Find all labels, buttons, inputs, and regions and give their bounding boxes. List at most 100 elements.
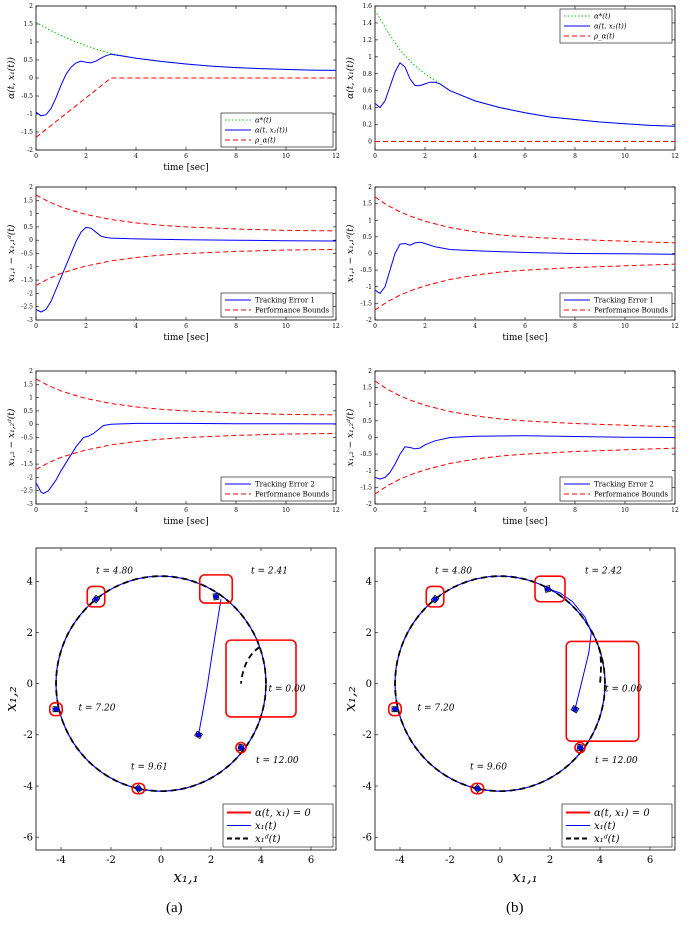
y-tick-label: 2: [368, 368, 372, 375]
legend-label-1: Performance Bounds: [255, 306, 329, 314]
y-tick-label: -3: [27, 317, 33, 324]
x-tick-label: 2: [84, 323, 88, 330]
x-tick-label: 12: [671, 323, 679, 330]
x-tick-label: 2: [84, 507, 88, 514]
level-set-box-3: [48, 702, 64, 717]
plot-area: [374, 547, 676, 851]
y-tick-label: -2: [27, 290, 33, 297]
x-tick-label: 4: [134, 323, 138, 330]
x-tick-label: 10: [282, 323, 290, 330]
y-tick-label: 4: [366, 577, 372, 588]
x-tick-label: 0: [158, 855, 164, 866]
robot-body-2: [91, 594, 101, 604]
robot-position-1: [213, 594, 219, 600]
time-label-5: t = 12.00: [595, 756, 638, 766]
time-label-4: t = 9.60: [470, 762, 507, 772]
x-axis-label: time [sec]: [163, 333, 208, 343]
series-line-a3-1: [36, 378, 336, 416]
y-tick-label: 4: [27, 577, 33, 588]
robot-position-1: [544, 586, 551, 592]
x-axis-label: x₁,₁: [512, 868, 537, 886]
x-tick-label: 6: [184, 507, 188, 514]
x-tick-label: 4: [597, 855, 603, 866]
x-tick-label: 8: [573, 153, 577, 160]
series-line-b3-1: [375, 380, 675, 428]
x-tick-label: 2: [423, 323, 427, 330]
x-tick-label: -4: [56, 855, 66, 866]
chart-a1: 0 2 4 6 8 10 12 -2 -1.5 -1 -0.5 0 0.5 1 1.5 2 time [sec]…: [6, 3, 340, 173]
y-tick-label: 0.5: [23, 57, 33, 64]
x-tick-label: 0: [373, 507, 377, 514]
time-label-1: t = 2.41: [251, 567, 288, 577]
y-tick-label: -1.5: [21, 277, 33, 284]
x-tick-label: 10: [621, 153, 629, 160]
y-tick-label: 1.5: [23, 197, 33, 204]
y-axis-label: x₁,₂ − x₁,₂ᵈ(t): [345, 408, 356, 466]
robot-position-0: [195, 732, 202, 738]
chart-a2: 0 2 4 6 8 10 12 -3 -2.5 -2 -1.5 -1 -0.5 0 0.5 1 1.5 2 time…: [6, 184, 340, 343]
y-tick-label: -6: [362, 833, 372, 844]
x-tick-label: -2: [106, 855, 116, 866]
legend-label-1: α(t, x₁(t)): [255, 126, 288, 134]
y-axis-label: x₁,₁ − x₁,₁ᵈ(t): [6, 224, 17, 282]
y-tick-label: 2: [29, 184, 33, 191]
robot-body-0: [570, 705, 580, 714]
x-tick-label: 8: [234, 153, 238, 160]
y-tick-label: 1.5: [23, 381, 33, 388]
legend-label-1: α(t, x₁(t)): [594, 22, 627, 30]
plot-marks: [48, 574, 297, 795]
x-tick-label: 10: [621, 507, 629, 514]
caption-b: (b): [506, 900, 524, 916]
robot-position-3: [392, 706, 398, 712]
series-line-a2-1: [36, 194, 336, 232]
legend-a4: α(t, x₁) = 0 x₁(t) x₁ᵈ(t): [222, 803, 334, 848]
robot-body-3: [52, 706, 60, 713]
level-set-box-1: [198, 574, 234, 604]
plot-marks: [375, 9, 675, 142]
level-set-box-4: [131, 782, 146, 795]
robot-body-5: [237, 743, 245, 752]
robot-position-5: [238, 745, 244, 751]
y-tick-label: -6: [23, 833, 33, 844]
series-line-b2-1: [375, 196, 675, 244]
legend-label-2: ρ_α(t): [254, 136, 276, 144]
plot-area: [35, 547, 337, 851]
x-tick-label: 6: [647, 855, 653, 866]
x-tick-label: 6: [523, 507, 527, 514]
x-tick-label: 8: [234, 323, 238, 330]
time-label-4: t = 9.61: [131, 762, 168, 772]
chart-b4: -4 -2 0 2 4 6 -6 -4 -2 0 2 4 x₁,₁ x₁,₂ t = 0.00 t = 2.4…: [341, 547, 676, 886]
y-tick-label: 2: [29, 3, 33, 10]
x-axis-label: time [sec]: [163, 517, 208, 527]
time-label-5: t = 12.00: [256, 756, 299, 766]
y-tick-label: 0.5: [362, 418, 372, 425]
x-tick-label: -4: [395, 855, 405, 866]
y-tick-label: -2: [366, 501, 372, 508]
x-tick-label: 2: [84, 153, 88, 160]
chart-b2: 0 2 4 6 8 10 12 -2 -1.5 -1 -0.5 0 0.5 1 1.5 2 time [sec]…: [345, 184, 679, 343]
y-tick-label: 1.4: [362, 20, 372, 27]
time-label-3: t = 7.20: [79, 704, 116, 714]
y-tick-label: -2: [23, 730, 33, 741]
y-tick-label: -1.5: [360, 300, 372, 307]
x-tick-label: 0: [34, 507, 38, 514]
y-tick-label: -2: [362, 730, 372, 741]
y-tick-label: -1.5: [21, 129, 33, 136]
chart-b3: 0 2 4 6 8 10 12 -2 -1.5 -1 -0.5 0 0.5 1 1.5 2 time [sec]…: [345, 368, 679, 527]
y-axis-label: x₁,₂: [341, 686, 359, 711]
series-line-a4-1: [198, 599, 222, 735]
y-tick-label: -0.5: [21, 93, 33, 100]
y-tick-label: 1.5: [362, 385, 372, 392]
y-tick-label: -2: [27, 474, 33, 481]
legend-label-0: α*(t): [594, 12, 611, 20]
legend-a3: Tracking Error 2 Performance Bounds: [220, 476, 334, 502]
x-tick-label: 4: [473, 153, 477, 160]
desired-trajectory-tail: [240, 646, 261, 684]
x-tick-label: 6: [308, 855, 314, 866]
x-tick-label: 4: [473, 507, 477, 514]
y-tick-label: -4: [23, 781, 33, 792]
y-tick-label: 0: [29, 237, 33, 244]
y-tick-label: -4: [362, 781, 372, 792]
series-line-b2-0: [375, 241, 675, 295]
x-tick-label: 4: [473, 323, 477, 330]
